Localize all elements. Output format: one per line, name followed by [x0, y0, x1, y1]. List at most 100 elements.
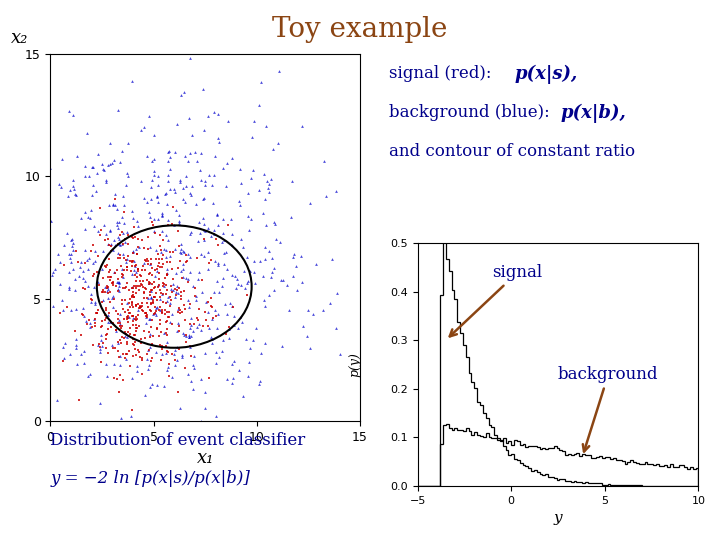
Point: [160, 231, 171, 240]
Point: [199, 388, 210, 397]
Point: [145, 323, 157, 332]
Point: [183, 333, 194, 341]
Point: [134, 281, 145, 290]
Point: [126, 284, 138, 293]
Point: [145, 300, 156, 309]
Point: [111, 326, 122, 334]
Point: [101, 282, 112, 291]
Point: [132, 267, 143, 275]
Point: [274, 238, 286, 246]
Point: [179, 87, 190, 96]
Point: [104, 241, 115, 249]
Point: [120, 238, 131, 247]
Point: [150, 311, 162, 320]
Point: [127, 293, 138, 301]
Point: [176, 245, 187, 253]
Point: [199, 403, 211, 412]
Point: [127, 314, 139, 322]
Point: [140, 308, 152, 317]
Point: [113, 240, 125, 248]
Point: [179, 316, 191, 325]
Point: [138, 294, 149, 302]
Point: [113, 353, 125, 361]
Point: [104, 160, 116, 168]
Point: [160, 246, 171, 254]
Point: [220, 182, 232, 191]
Point: [113, 233, 125, 242]
Point: [76, 330, 87, 339]
Point: [184, 253, 196, 261]
Point: [210, 312, 222, 320]
Point: [107, 292, 119, 300]
Point: [173, 217, 184, 225]
Point: [180, 331, 192, 340]
Point: [82, 213, 94, 221]
Point: [95, 335, 107, 344]
Point: [302, 332, 313, 340]
Point: [148, 292, 159, 301]
Point: [153, 280, 164, 289]
Point: [101, 176, 112, 185]
Point: [212, 259, 224, 267]
Point: [154, 303, 166, 312]
Point: [55, 183, 66, 192]
Point: [259, 255, 271, 264]
Point: [89, 322, 101, 330]
Point: [58, 241, 69, 249]
Point: [233, 197, 245, 206]
Point: [130, 351, 142, 360]
Point: [63, 285, 74, 294]
Point: [48, 267, 59, 276]
Point: [81, 319, 93, 328]
Point: [112, 240, 123, 248]
Point: [212, 309, 224, 318]
Point: [190, 200, 202, 208]
Point: [156, 308, 168, 317]
Point: [221, 264, 233, 273]
Point: [214, 138, 225, 146]
Point: [141, 197, 153, 206]
Point: [164, 153, 176, 162]
Point: [114, 254, 126, 263]
Point: [190, 292, 202, 301]
Point: [112, 287, 124, 295]
Point: [254, 256, 266, 265]
Point: [122, 139, 133, 148]
Point: [161, 290, 172, 299]
Point: [206, 314, 217, 323]
Point: [53, 180, 65, 188]
Point: [274, 66, 285, 75]
Point: [66, 242, 78, 251]
Point: [157, 227, 168, 235]
Point: [124, 256, 135, 265]
Point: [96, 317, 107, 326]
Point: [107, 302, 119, 311]
Point: [84, 214, 96, 222]
Point: [253, 380, 265, 389]
Point: [103, 283, 114, 292]
Point: [230, 272, 241, 281]
Point: [140, 257, 152, 266]
Point: [128, 257, 140, 266]
Point: [145, 286, 157, 294]
Point: [158, 245, 169, 253]
Point: [180, 331, 192, 340]
Point: [104, 276, 115, 285]
Point: [195, 326, 207, 334]
Point: [181, 258, 192, 267]
Point: [156, 345, 168, 353]
Point: [272, 138, 284, 147]
Point: [104, 265, 116, 274]
Point: [158, 282, 169, 291]
Point: [181, 172, 192, 180]
Point: [151, 325, 163, 334]
Point: [180, 251, 192, 260]
Point: [104, 287, 115, 296]
Point: [64, 253, 76, 262]
Point: [206, 181, 217, 190]
Point: [146, 286, 158, 295]
Point: [114, 320, 125, 328]
Point: [154, 320, 166, 328]
Point: [117, 295, 128, 304]
Point: [117, 271, 128, 279]
